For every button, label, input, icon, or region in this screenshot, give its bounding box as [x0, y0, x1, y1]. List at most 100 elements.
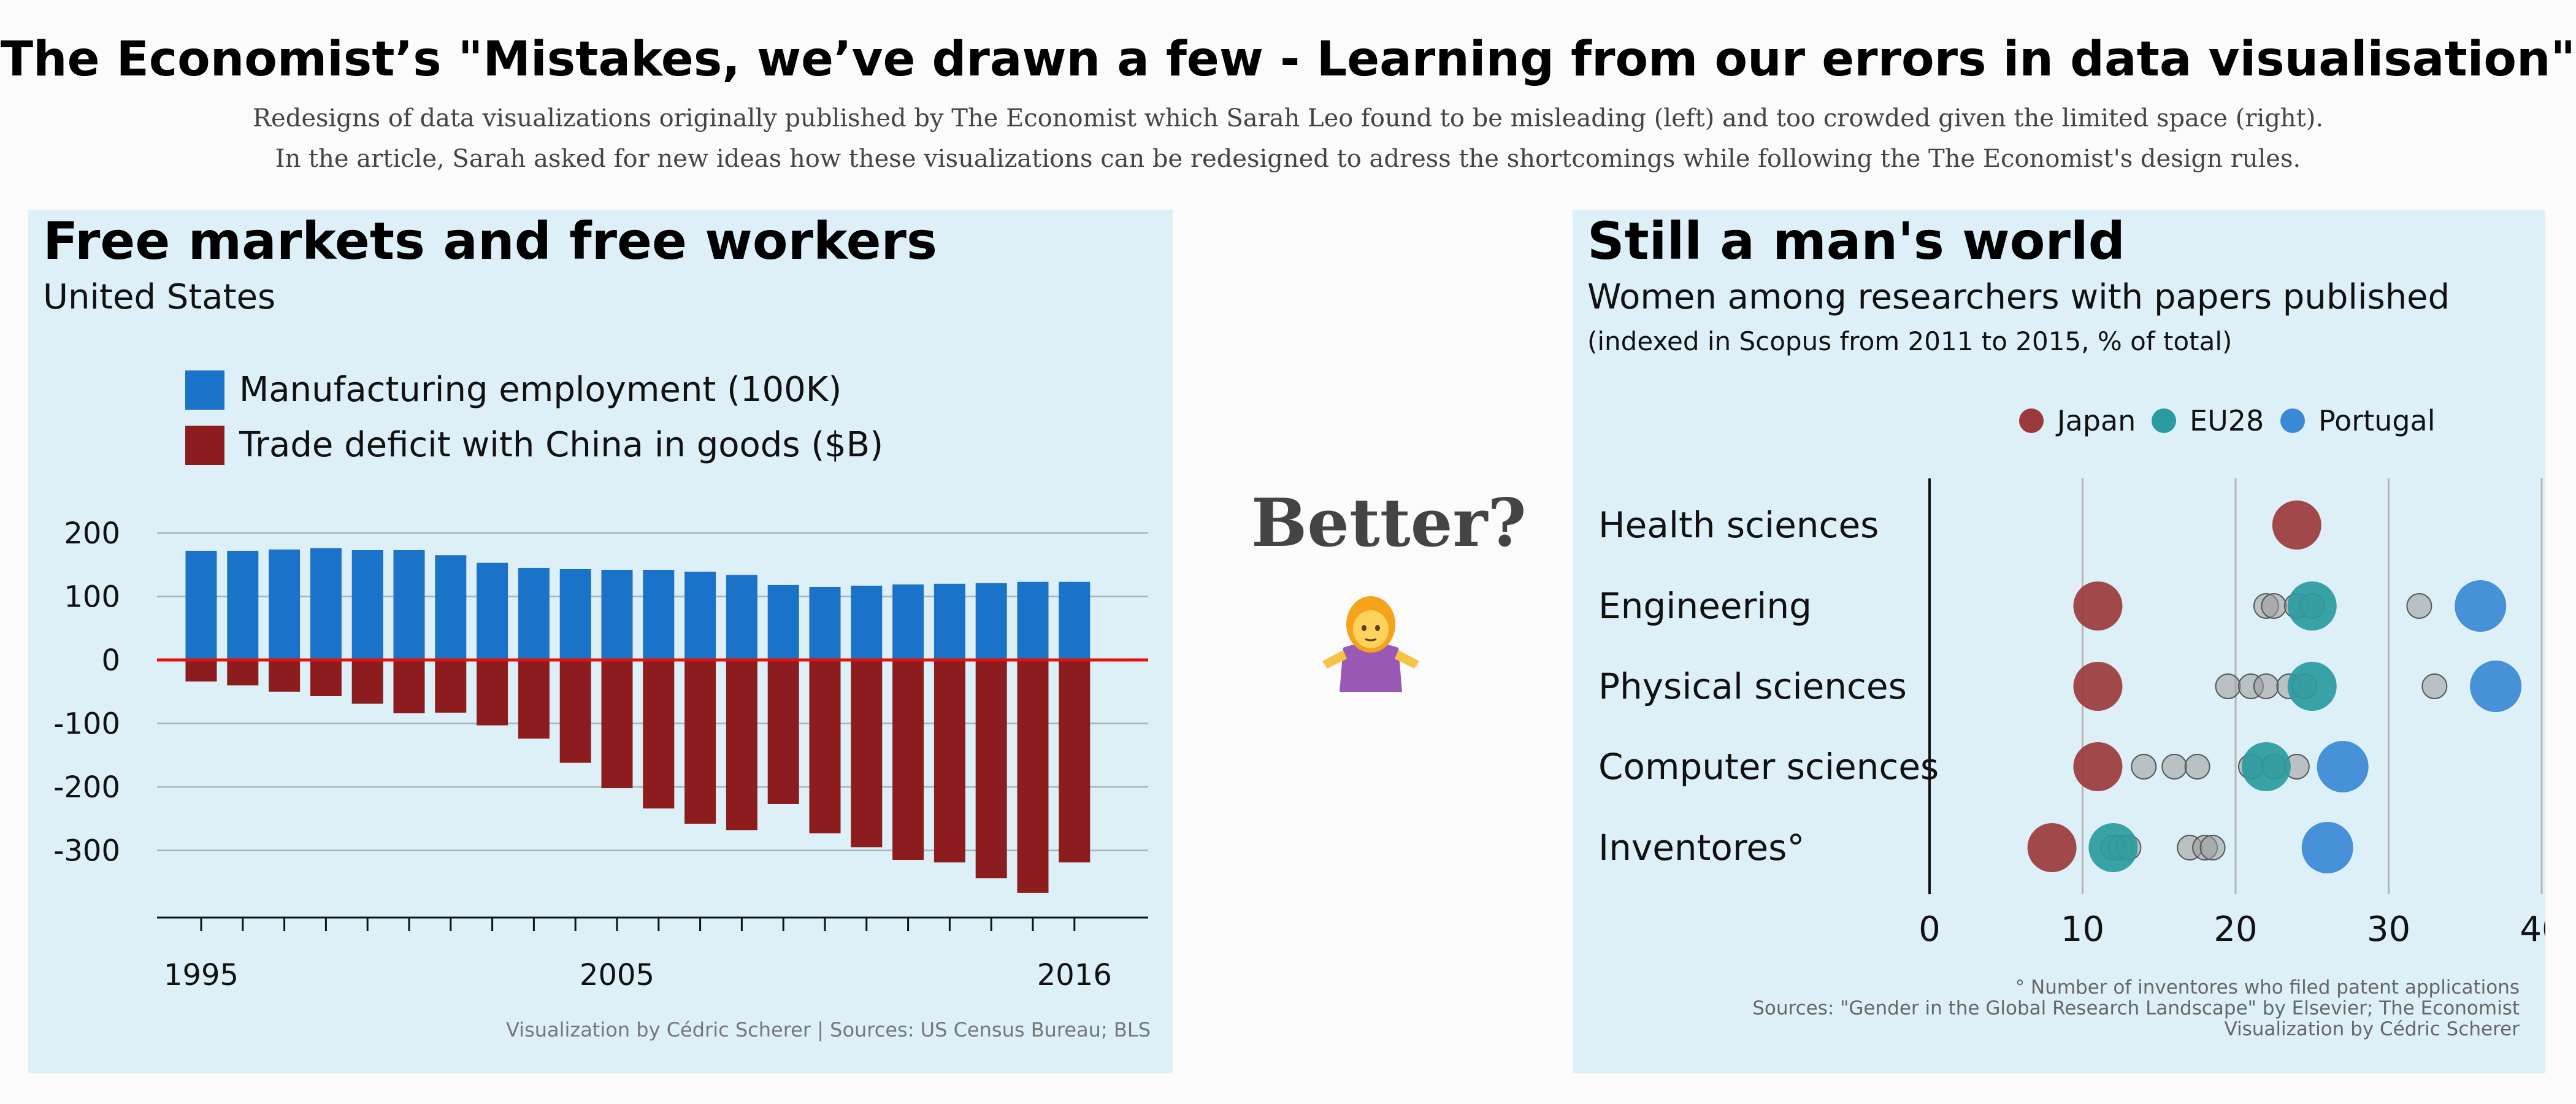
trade-deficit-bar: [559, 660, 591, 763]
page-title: The Economist’s "Mistakes, we’ve drawn a…: [0, 32, 2576, 87]
row-label: Health sciences: [1598, 504, 1879, 546]
left-chart-subtitle: United States: [43, 277, 276, 317]
legend-swatch-trade-deficit: [185, 426, 224, 465]
other-country-dot: [2215, 673, 2241, 699]
portugal-dot: [2301, 822, 2353, 873]
manufacturing-bar: [1059, 581, 1091, 660]
trade-deficit-bar: [393, 660, 425, 713]
row-label: Physical sciences: [1598, 665, 1907, 707]
x-tick-label: 2005: [580, 958, 654, 992]
japan-dot: [2027, 823, 2077, 872]
footnote-text: ° Number of inventores who filed patent …: [2015, 976, 2520, 999]
manufacturing-bar: [477, 562, 508, 660]
x-tick-label: 0: [1919, 910, 1941, 949]
manufacturing-bar: [435, 555, 467, 660]
manufacturing-bar: [1017, 581, 1049, 660]
manufacturing-bar: [393, 550, 425, 660]
eu28-dot: [2088, 823, 2138, 872]
subtitle-line-1: Redesigns of data visualizations origina…: [252, 104, 2324, 132]
portugal-dot: [2455, 580, 2507, 632]
right-chart-title: Still a man's world: [1587, 211, 2125, 271]
manufacturing-bar: [269, 549, 301, 660]
legend-label-manufacturing: Manufacturing employment (100K): [239, 370, 841, 410]
trade-deficit-bar: [435, 660, 467, 713]
manufacturing-bar: [601, 570, 633, 660]
japan-dot: [2073, 742, 2123, 791]
left-chart-panel: Free markets and free workers United Sta…: [28, 210, 1173, 1073]
eu28-dot: [2241, 742, 2291, 791]
trade-deficit-bar: [684, 660, 716, 824]
legend-label-japan: Japan: [2055, 404, 2136, 437]
trade-deficit-bar: [851, 660, 883, 848]
manufacturing-bar: [975, 583, 1007, 660]
trade-deficit-bar: [643, 660, 675, 809]
subtitle-line-2: In the article, Sarah asked for new idea…: [275, 145, 2301, 173]
row-label: Engineering: [1598, 585, 1812, 627]
legend-dot-japan: [2019, 408, 2044, 433]
trade-deficit-bar: [726, 660, 757, 830]
trade-deficit-bar: [767, 660, 799, 804]
trade-deficit-bar: [809, 660, 841, 834]
y-tick-label: -200: [53, 770, 120, 805]
other-country-dot: [2199, 835, 2226, 861]
better-question: Better?: [1251, 485, 1527, 562]
legend-dot-portugal: [2280, 408, 2305, 433]
left-chart-title: Free markets and free workers: [43, 211, 937, 271]
manufacturing-bar: [559, 569, 591, 660]
x-tick-label: 2016: [1037, 958, 1112, 992]
credit-text: Visualization by Cédric Scherer: [2224, 1018, 2520, 1040]
trade-deficit-bar: [185, 660, 217, 682]
manufacturing-bar: [643, 570, 675, 660]
y-tick-label: 200: [64, 516, 120, 551]
y-tick-label: 0: [101, 643, 120, 678]
japan-dot: [2073, 662, 2123, 711]
trade-deficit-bar: [1017, 660, 1049, 893]
trade-deficit-bar: [601, 660, 633, 789]
trade-deficit-bar: [477, 660, 508, 726]
trade-deficit-bar: [1059, 660, 1091, 863]
trade-deficit-bar: [975, 660, 1007, 879]
portugal-dot: [2317, 741, 2369, 792]
trade-deficit-bar: [269, 660, 301, 692]
x-tick-label: 1995: [164, 958, 239, 992]
manufacturing-bar: [518, 567, 550, 660]
y-tick-label: -100: [53, 707, 120, 742]
legend-swatch-manufacturing: [185, 370, 224, 410]
manufacturing-bar: [310, 548, 342, 660]
trade-deficit-bar: [892, 660, 924, 861]
x-tick-label: 20: [2214, 910, 2257, 949]
manufacturing-bar: [351, 550, 383, 660]
right-chart-subtitle-note: (indexed in Scopus from 2011 to 2015, % …: [1587, 326, 2233, 356]
trade-deficit-bar: [310, 660, 342, 696]
other-country-dot: [2131, 754, 2157, 780]
eu28-dot: [2287, 662, 2337, 711]
other-country-dot: [2421, 673, 2448, 699]
manufacturing-bar: [892, 584, 924, 660]
manufacturing-bar: [933, 583, 965, 660]
shrugging-person-icon: [1322, 596, 1419, 692]
manufacturing-bar: [809, 586, 841, 660]
manufacturing-bar: [684, 572, 716, 660]
y-tick-label: 100: [64, 580, 120, 615]
trade-deficit-bar: [518, 660, 550, 739]
manufacturing-bar: [726, 575, 757, 660]
trade-deficit-bar: [227, 660, 259, 686]
x-tick-label: 40: [2520, 910, 2545, 949]
legend-label-eu28: EU28: [2190, 404, 2264, 437]
legend-label-trade-deficit: Trade deficit with China in goods ($B): [239, 425, 883, 465]
x-tick-label: 30: [2367, 910, 2410, 949]
legend-dot-eu28: [2152, 408, 2176, 433]
trade-deficit-bar: [933, 660, 965, 863]
other-country-dot: [2261, 593, 2287, 619]
japan-dot: [2073, 581, 2123, 631]
other-country-dot: [2161, 754, 2188, 780]
legend-label-portugal: Portugal: [2318, 404, 2436, 437]
eu28-dot: [2287, 581, 2337, 631]
page-subtitle: Redesigns of data visualizations origina…: [0, 98, 2576, 179]
manufacturing-bar: [851, 585, 883, 660]
other-country-dot: [2406, 593, 2432, 619]
trade-deficit-bar: [351, 660, 383, 704]
row-label: Computer sciences: [1598, 746, 1939, 788]
manufacturing-bar: [227, 550, 259, 660]
other-country-dot: [2184, 754, 2210, 780]
